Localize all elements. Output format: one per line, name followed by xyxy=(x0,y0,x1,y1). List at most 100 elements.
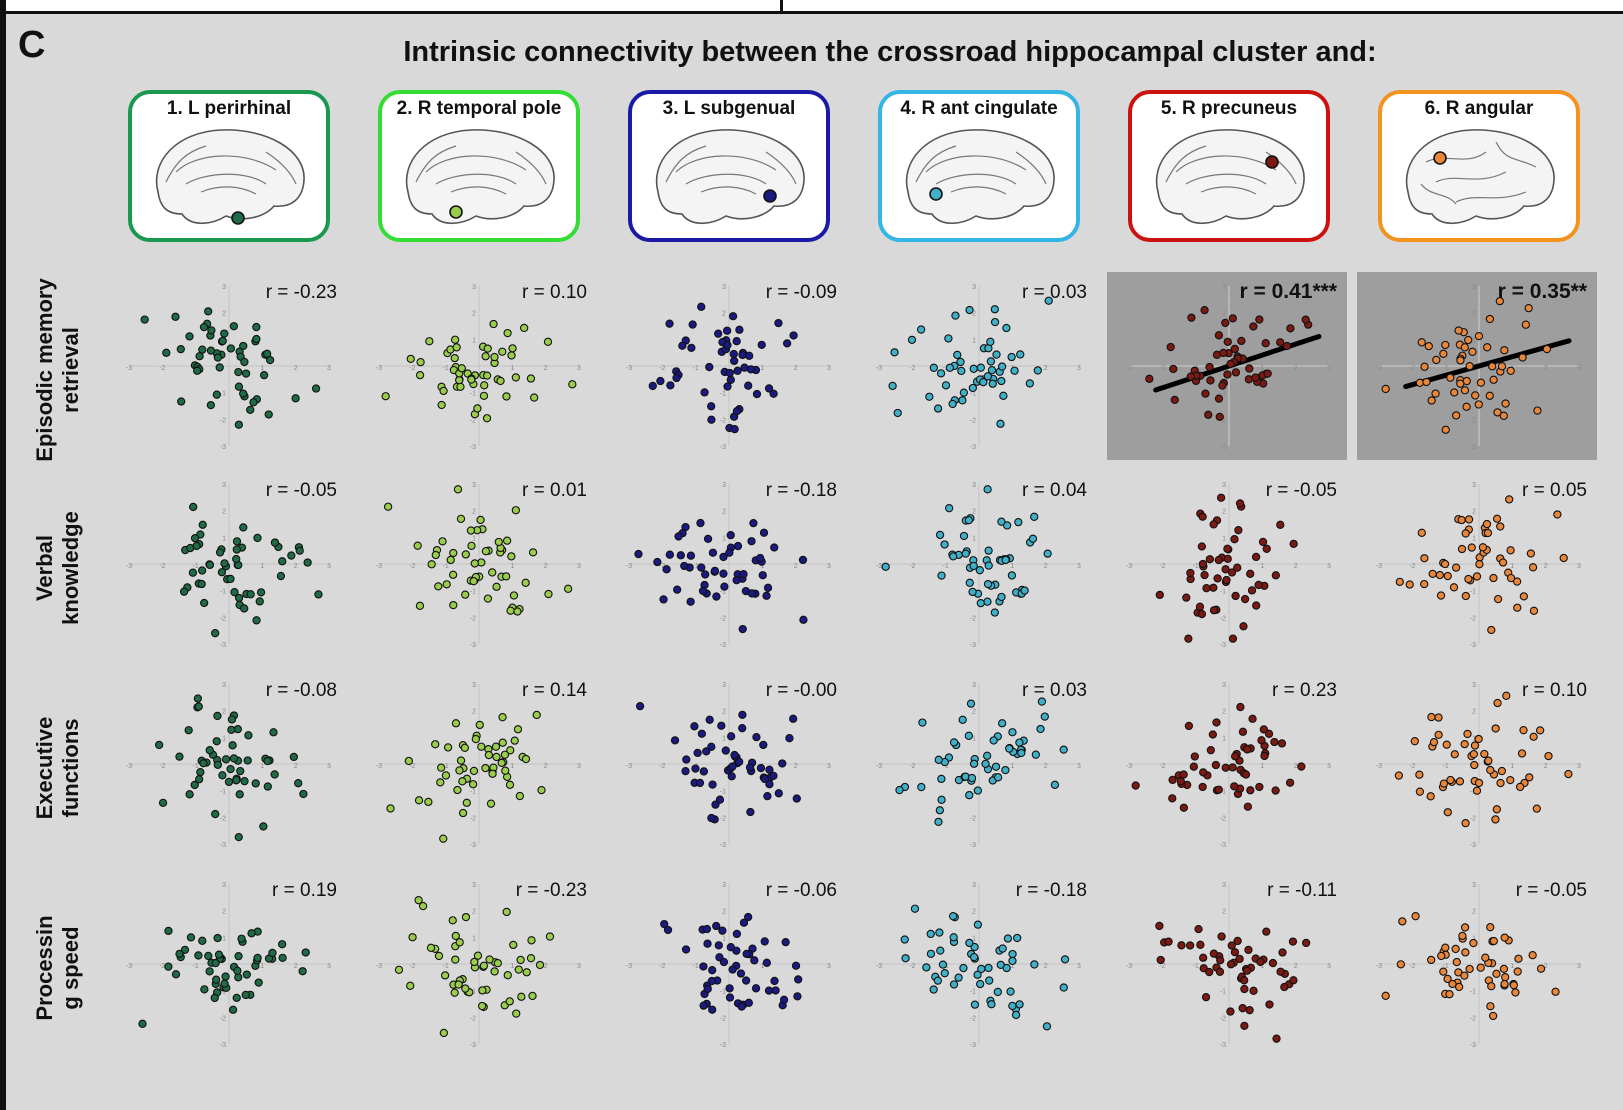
scatter-point xyxy=(1461,591,1470,601)
x-tick-label: 2 xyxy=(294,365,298,372)
scatter-point xyxy=(1155,590,1164,600)
scatter-point xyxy=(537,785,546,795)
x-tick-label: -3 xyxy=(376,763,382,770)
scatter-point xyxy=(481,763,490,773)
scatter-point xyxy=(959,963,968,973)
x-tick-label: 3 xyxy=(1327,963,1331,970)
x-tick-label: 1 xyxy=(1010,763,1014,770)
scatter-point xyxy=(263,782,272,791)
scatter-point xyxy=(969,364,978,373)
scatter-point xyxy=(1206,376,1215,385)
scatter-point xyxy=(1020,586,1029,595)
scatter-point xyxy=(1492,514,1502,523)
scatter-point xyxy=(1010,366,1019,375)
scatter-point xyxy=(936,946,945,955)
brain-icon xyxy=(905,129,1055,225)
scatter-point xyxy=(408,933,417,942)
scatter-point xyxy=(234,593,244,603)
scatter-point xyxy=(1008,956,1017,966)
scatter-point xyxy=(699,1001,708,1010)
scatter-point xyxy=(1456,356,1465,365)
scatter-point xyxy=(500,750,510,759)
scatter-point xyxy=(1480,749,1489,759)
x-tick-label: 1 xyxy=(510,365,514,372)
x-tick-label: 3 xyxy=(827,763,831,770)
scatter-panel: -3 -2 -1 1 2 3 -3 -2 -1 1 2 3 r = -0.05 xyxy=(1376,880,1587,1049)
scatter-point xyxy=(1493,594,1503,604)
scatter-point xyxy=(1002,963,1011,973)
scatter-point xyxy=(1155,921,1164,931)
scatter-point xyxy=(1488,362,1497,371)
scatter-point xyxy=(954,973,963,982)
scatter-point xyxy=(712,921,721,931)
x-tick-label: 3 xyxy=(577,365,581,372)
scatter-point xyxy=(983,579,993,589)
r-value-label: r = -0.09 xyxy=(766,282,837,303)
scatter-point xyxy=(1237,336,1246,346)
scatter-point xyxy=(1551,987,1560,996)
scatter-point xyxy=(532,710,541,720)
scatter-point xyxy=(1512,577,1522,586)
scatter-point xyxy=(730,424,739,434)
scatter-point xyxy=(799,615,808,624)
scatter-point xyxy=(451,931,460,941)
scatter-point xyxy=(521,754,531,764)
scatter-point xyxy=(441,771,451,780)
scatter-point xyxy=(450,988,459,997)
x-tick-label: -3 xyxy=(876,563,882,570)
scatter-point xyxy=(1205,967,1214,977)
scatter-point xyxy=(1491,724,1500,733)
scatter-point xyxy=(1184,634,1193,643)
y-tick-label: 3 xyxy=(722,482,726,489)
scatter-point xyxy=(1564,769,1573,779)
r-value-label: r = 0.01 xyxy=(522,480,587,501)
scatter-point xyxy=(1258,537,1268,547)
scatter-point xyxy=(235,790,244,799)
x-tick-label: 3 xyxy=(1577,563,1581,570)
scatter-point xyxy=(1528,951,1537,960)
scatter-point xyxy=(901,954,910,963)
scatter-point xyxy=(1501,399,1510,408)
scatter-point xyxy=(206,346,216,355)
scatter-point xyxy=(1170,395,1179,405)
scatter-point xyxy=(793,992,802,1001)
y-tick-label: -3 xyxy=(1220,842,1226,849)
y-tick-label: 3 xyxy=(222,284,226,291)
scatter-point xyxy=(1481,953,1490,962)
scatter-point xyxy=(1008,1001,1017,1011)
scatter-point xyxy=(1201,389,1210,398)
y-tick-label: -2 xyxy=(470,615,476,622)
r-value-label: r = 0.41*** xyxy=(1240,280,1338,303)
scatter-point xyxy=(1434,713,1443,722)
y-tick-label: -2 xyxy=(220,615,226,622)
scatter-point xyxy=(1505,495,1514,504)
y-tick-label: -3 xyxy=(470,444,476,451)
scatter-point xyxy=(662,565,671,574)
y-tick-label: 2 xyxy=(972,709,976,716)
scatter-point xyxy=(965,578,974,587)
scatter-point xyxy=(964,516,973,525)
x-tick-label: -3 xyxy=(876,963,882,970)
scatter-point xyxy=(944,334,953,343)
scatter-point xyxy=(752,732,761,742)
scatter-point xyxy=(1476,378,1486,387)
scatter-point xyxy=(659,595,668,604)
scatter-point xyxy=(1235,954,1244,964)
y-tick-label: 1 xyxy=(1472,535,1476,542)
scatter-point xyxy=(1289,976,1298,985)
y-tick-label: 2 xyxy=(1222,509,1226,516)
scatter-point xyxy=(239,341,248,351)
scatter-point xyxy=(241,369,251,378)
scatter-point xyxy=(1213,574,1222,583)
scatter-point xyxy=(969,561,978,571)
y-tick-label: -3 xyxy=(220,642,226,649)
scatter-point xyxy=(1451,563,1461,572)
scatter-point xyxy=(988,379,997,388)
x-tick-label: -1 xyxy=(693,563,699,570)
y-tick-label: -2 xyxy=(1470,815,1476,822)
scatter-point xyxy=(456,756,466,765)
y-tick-label: -1 xyxy=(470,589,476,596)
